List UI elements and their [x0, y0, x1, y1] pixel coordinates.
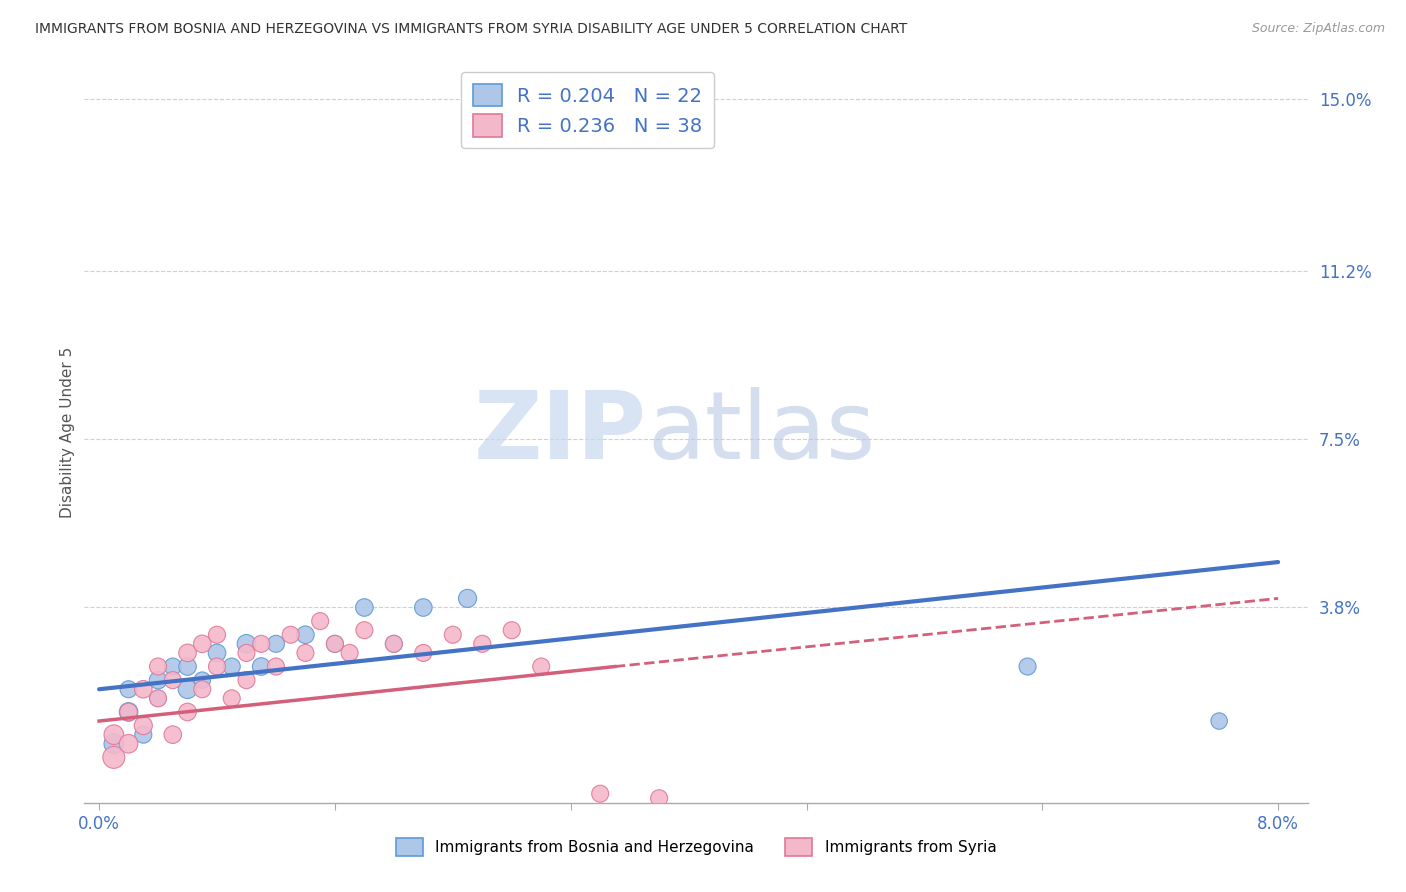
Point — [382, 637, 405, 651]
Point — [235, 637, 257, 651]
Point — [323, 637, 346, 651]
Point — [441, 628, 464, 642]
Point — [176, 659, 198, 673]
Point — [162, 659, 184, 673]
Point — [176, 705, 198, 719]
Y-axis label: Disability Age Under 5: Disability Age Under 5 — [60, 347, 75, 518]
Point — [221, 659, 243, 673]
Point — [205, 646, 228, 660]
Point — [280, 628, 302, 642]
Point — [103, 737, 125, 751]
Point — [501, 624, 523, 638]
Point — [1017, 659, 1039, 673]
Point — [589, 787, 612, 801]
Point — [412, 646, 434, 660]
Point — [353, 600, 375, 615]
Point — [146, 691, 169, 706]
Point — [648, 791, 671, 805]
Point — [117, 682, 139, 697]
Point — [191, 673, 214, 688]
Point — [264, 637, 287, 651]
Point — [530, 659, 553, 673]
Point — [294, 646, 316, 660]
Point — [132, 728, 155, 742]
Point — [235, 673, 257, 688]
Point — [146, 659, 169, 673]
Point — [353, 624, 375, 638]
Point — [146, 673, 169, 688]
Text: atlas: atlas — [647, 386, 876, 479]
Point — [294, 628, 316, 642]
Point — [103, 728, 125, 742]
Point — [264, 659, 287, 673]
Text: ZIP: ZIP — [474, 386, 647, 479]
Point — [103, 750, 125, 764]
Point — [250, 659, 273, 673]
Point — [339, 646, 361, 660]
Point — [191, 682, 214, 697]
Point — [221, 691, 243, 706]
Legend: Immigrants from Bosnia and Herzegovina, Immigrants from Syria: Immigrants from Bosnia and Herzegovina, … — [389, 832, 1002, 862]
Point — [235, 646, 257, 660]
Point — [162, 728, 184, 742]
Point — [471, 637, 494, 651]
Point — [176, 682, 198, 697]
Point — [1208, 714, 1230, 728]
Point — [176, 646, 198, 660]
Point — [309, 614, 332, 628]
Point — [457, 591, 479, 606]
Text: IMMIGRANTS FROM BOSNIA AND HERZEGOVINA VS IMMIGRANTS FROM SYRIA DISABILITY AGE U: IMMIGRANTS FROM BOSNIA AND HERZEGOVINA V… — [35, 22, 907, 37]
Point — [323, 637, 346, 651]
Point — [162, 673, 184, 688]
Point — [146, 691, 169, 706]
Text: Source: ZipAtlas.com: Source: ZipAtlas.com — [1251, 22, 1385, 36]
Point — [191, 637, 214, 651]
Point — [205, 628, 228, 642]
Point — [205, 659, 228, 673]
Point — [117, 737, 139, 751]
Point — [250, 637, 273, 651]
Point — [412, 600, 434, 615]
Point — [132, 718, 155, 732]
Point — [382, 637, 405, 651]
Point — [117, 705, 139, 719]
Point — [117, 705, 139, 719]
Point — [132, 682, 155, 697]
